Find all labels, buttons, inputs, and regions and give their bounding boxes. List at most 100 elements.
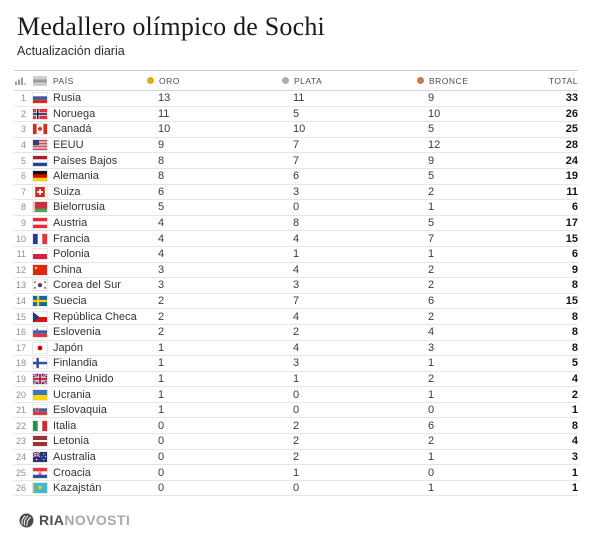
silver-count: 3 bbox=[293, 185, 300, 198]
silver-count: 4 bbox=[293, 341, 300, 354]
country-name: Noruega bbox=[53, 107, 96, 120]
medal-table: PAÍS ORO PLATA BRONCE TOTAL 1 Rusia 13 11 9 3… bbox=[14, 70, 578, 497]
table-body: 1 Rusia 13 11 9 33 2 Noruega 11 5 10 26 3 Canadá 10 10 5… bbox=[14, 91, 578, 497]
silver-count: 5 bbox=[293, 107, 300, 120]
silver-count: 2 bbox=[293, 450, 300, 463]
brand-text: RIANOVOSTI bbox=[39, 512, 131, 529]
silver-count: 3 bbox=[293, 279, 300, 292]
silver-count: 7 bbox=[293, 139, 300, 152]
rank-number: 17 bbox=[15, 342, 26, 353]
country-name: Rusia bbox=[53, 92, 82, 105]
total-count: 26 bbox=[565, 107, 578, 120]
silver-count: 0 bbox=[293, 482, 300, 495]
total-count: 6 bbox=[571, 248, 578, 261]
bronze-count: 0 bbox=[428, 404, 435, 417]
gold-count: 8 bbox=[158, 170, 165, 183]
rank-number: 21 bbox=[15, 405, 26, 416]
flag-column-button[interactable] bbox=[26, 75, 53, 86]
country-name: Suiza bbox=[53, 185, 81, 198]
total-count: 8 bbox=[571, 310, 578, 323]
country-name: EEUU bbox=[53, 139, 84, 152]
gold-count: 0 bbox=[158, 482, 165, 495]
country-name: China bbox=[53, 263, 82, 276]
rank-number: 16 bbox=[15, 327, 26, 338]
total-count: 8 bbox=[571, 341, 578, 354]
rank-number: 8 bbox=[20, 202, 26, 213]
column-header-total: TOTAL bbox=[548, 75, 578, 86]
table-row: 23 Letonia 0 2 2 4 bbox=[14, 434, 578, 450]
gold-count: 5 bbox=[158, 201, 165, 214]
table-row: 6 Alemania 8 6 5 19 bbox=[14, 169, 578, 185]
silver-dot-icon bbox=[282, 77, 289, 84]
silver-count: 2 bbox=[293, 435, 300, 448]
country-name: Francia bbox=[53, 232, 90, 245]
total-count: 9 bbox=[571, 263, 578, 276]
total-count: 24 bbox=[565, 154, 578, 167]
gold-count: 3 bbox=[158, 263, 165, 276]
flag-icon-de bbox=[26, 171, 53, 182]
rank-number: 23 bbox=[15, 436, 26, 447]
total-count: 28 bbox=[565, 139, 578, 152]
ria-novosti-logo[interactable]: RIANOVOSTI bbox=[19, 513, 578, 528]
bronze-count: 2 bbox=[428, 435, 435, 448]
rank-number: 18 bbox=[15, 358, 26, 369]
total-count: 8 bbox=[571, 419, 578, 432]
table-row: 16 Eslovenia 2 2 4 8 bbox=[14, 325, 578, 341]
total-count: 3 bbox=[571, 450, 578, 463]
page-subtitle: Actualización diaria bbox=[17, 44, 125, 58]
country-name: Eslovenia bbox=[53, 326, 101, 339]
country-name: Australia bbox=[53, 450, 96, 463]
gold-count: 0 bbox=[158, 435, 165, 448]
table-row: 13 Corea del Sur 3 3 2 8 bbox=[14, 278, 578, 294]
column-header-country: PAÍS bbox=[53, 75, 74, 86]
flag-icon-us bbox=[26, 140, 53, 151]
flag-icon-ca bbox=[26, 124, 53, 135]
silver-count: 10 bbox=[293, 123, 306, 136]
country-name: Kazajstán bbox=[53, 482, 102, 495]
flag-icon-sk bbox=[26, 405, 53, 416]
table-row: 25 Croacia 0 1 0 1 bbox=[14, 465, 578, 481]
silver-count: 4 bbox=[293, 310, 300, 323]
country-name: Austria bbox=[53, 217, 88, 230]
country-name: Canadá bbox=[53, 123, 92, 136]
gold-count: 2 bbox=[158, 295, 165, 308]
gold-count: 2 bbox=[158, 310, 165, 323]
bronze-count: 1 bbox=[428, 388, 435, 401]
flag-icon-gb bbox=[26, 373, 53, 384]
country-name: Eslovaquia bbox=[53, 404, 107, 417]
rank-number: 10 bbox=[15, 233, 26, 244]
column-header-bronze: BRONCE bbox=[417, 76, 520, 86]
flag-icon-nl bbox=[26, 155, 53, 166]
gold-count: 0 bbox=[158, 466, 165, 479]
country-name: Países Bajos bbox=[53, 154, 118, 167]
country-name: Polonia bbox=[53, 248, 90, 261]
table-row: 10 Francia 4 4 7 15 bbox=[14, 231, 578, 247]
sort-rank-button[interactable] bbox=[14, 77, 26, 85]
globe-icon bbox=[19, 513, 34, 528]
silver-count: 4 bbox=[293, 263, 300, 276]
table-row: 24 Australia 0 2 1 3 bbox=[14, 450, 578, 466]
bronze-count: 5 bbox=[428, 170, 435, 183]
table-row: 15 República Checa 2 4 2 8 bbox=[14, 309, 578, 325]
total-count: 6 bbox=[571, 201, 578, 214]
gold-count: 0 bbox=[158, 450, 165, 463]
total-count: 5 bbox=[571, 357, 578, 370]
total-count: 17 bbox=[565, 217, 578, 230]
silver-count: 2 bbox=[293, 326, 300, 339]
flag-icon-ch bbox=[26, 186, 53, 197]
table-row: 12 China 3 4 2 9 bbox=[14, 263, 578, 279]
country-name: Finlandia bbox=[53, 357, 98, 370]
silver-count: 0 bbox=[293, 388, 300, 401]
total-count: 4 bbox=[571, 372, 578, 385]
rank-number: 7 bbox=[20, 186, 26, 197]
silver-count: 1 bbox=[293, 372, 300, 385]
bronze-count: 2 bbox=[428, 263, 435, 276]
gold-count: 13 bbox=[158, 92, 171, 105]
bronze-dot-icon bbox=[417, 77, 424, 84]
rank-number: 5 bbox=[20, 155, 26, 166]
silver-count: 8 bbox=[293, 217, 300, 230]
silver-count: 7 bbox=[293, 154, 300, 167]
total-count: 8 bbox=[571, 279, 578, 292]
table-row: 2 Noruega 11 5 10 26 bbox=[14, 107, 578, 123]
country-name: Italia bbox=[53, 419, 77, 432]
